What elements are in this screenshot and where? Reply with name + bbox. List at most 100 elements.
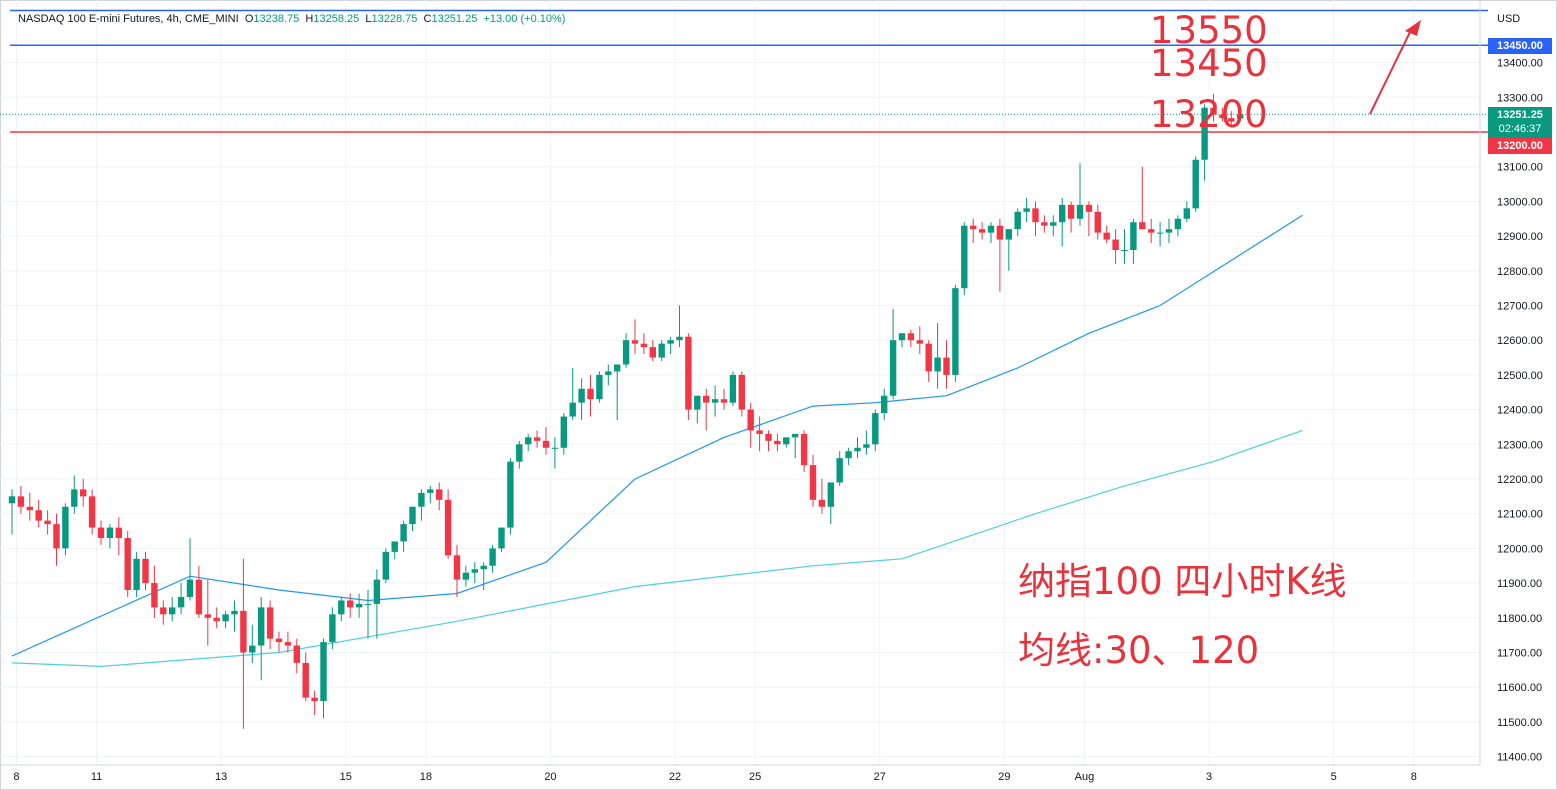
candle-body [160, 607, 167, 615]
candle-body [1041, 222, 1048, 226]
candles [8, 93, 1244, 729]
candle-body [213, 617, 220, 622]
candle-body [106, 527, 114, 538]
candle-body [961, 225, 968, 289]
candle-body [916, 340, 923, 344]
candle-body [827, 482, 834, 507]
candle-body [320, 642, 327, 702]
candle-body [952, 288, 959, 375]
candle-body [578, 388, 585, 403]
time-axis[interactable]: 8 11 13 15 18 20 22 25 27 29 Aug 3 5 8 [13, 771, 1416, 783]
annotation-chart-title: 纳指100 四小时K线 [1018, 560, 1347, 603]
price-tick-label: 12300.00 [1497, 439, 1543, 451]
candle-body [391, 541, 398, 552]
candle-body [667, 340, 674, 344]
candle-body [845, 451, 852, 459]
price-axis[interactable]: 11400.00 11500.00 11600.00 11700.00 11800.00… [1497, 58, 1543, 764]
time-tick-label: 5 [1331, 771, 1337, 783]
time-tick-label: 11 [91, 771, 102, 783]
candle-body [1076, 204, 1084, 219]
price-tick-label: 11400.00 [1497, 752, 1542, 764]
candle-body [1156, 232, 1164, 234]
annotation-13550: 13550 [1150, 9, 1268, 52]
time-tick-label: 22 [669, 771, 681, 783]
candle-body [943, 357, 950, 375]
candle-body [462, 572, 470, 580]
candle-body [516, 444, 523, 462]
candle-body [418, 492, 425, 507]
candle-body [622, 340, 630, 365]
price-tick-label: 11800.00 [1497, 613, 1542, 625]
candle-body [35, 510, 42, 521]
candle-body [605, 371, 612, 375]
candle-body [8, 496, 16, 504]
candle-body [1210, 107, 1217, 115]
candle-body [1103, 232, 1110, 240]
candle-body [338, 600, 345, 615]
candle-body [1228, 118, 1235, 122]
candle-body [266, 607, 274, 639]
candle-body [1121, 249, 1128, 251]
candle-body [240, 610, 247, 653]
candle-body [809, 465, 817, 500]
candle-body [115, 527, 122, 538]
candle-body [436, 489, 443, 500]
currency-unit[interactable]: USD [1497, 13, 1521, 25]
candle-body [293, 645, 300, 663]
candle-body [1067, 204, 1075, 219]
candle-body [854, 447, 861, 452]
annotation-13200: 13200 [1150, 93, 1268, 136]
target-arrow [1369, 20, 1421, 115]
price-tick-label: 11700.00 [1497, 648, 1542, 660]
candle-body [729, 374, 737, 403]
candle-body [347, 600, 354, 608]
candle-body [1183, 208, 1190, 219]
candle-body [1094, 211, 1101, 233]
candle-body [970, 225, 977, 230]
candle-body [453, 555, 461, 580]
candle-body [747, 409, 754, 431]
price-tag-13200: 13200.00 [1488, 138, 1552, 154]
candle-body [925, 343, 932, 372]
candle-body [329, 614, 336, 643]
candle-body [177, 596, 185, 608]
candle-body [258, 607, 265, 646]
candle-body [1085, 204, 1093, 212]
candle-body [311, 697, 318, 702]
price-tick-label: 13400.00 [1497, 58, 1543, 70]
candle-body [62, 506, 69, 549]
candle-body [427, 489, 434, 493]
price-tick-label: 12600.00 [1497, 335, 1543, 347]
candle-body [934, 357, 941, 372]
candle-body [151, 583, 158, 608]
candle-body [17, 496, 25, 507]
current-price-tag: 13251.25 02:46:37 [1488, 107, 1552, 138]
time-tick-label: 3 [1206, 771, 1212, 783]
candle-body [284, 642, 292, 646]
candle-body [863, 444, 870, 448]
candle-body [302, 662, 309, 698]
ohlc-open: O13238.75 [244, 13, 300, 25]
candle-body [169, 607, 176, 615]
price-tick-label: 13300.00 [1497, 92, 1543, 104]
price-tick-label: 12000.00 [1497, 543, 1543, 555]
candle-body [818, 499, 826, 507]
price-tick-label: 12900.00 [1497, 231, 1543, 243]
price-tick-label: 13000.00 [1497, 196, 1543, 208]
candle-body [1174, 218, 1182, 230]
candle-body [889, 340, 897, 396]
candle-body [498, 527, 505, 549]
time-tick-label: 15 [340, 771, 352, 783]
candle-body [80, 489, 87, 497]
current-price-value: 13251.25 [1497, 109, 1543, 121]
price-tick-label: 13100.00 [1497, 162, 1543, 174]
candle-body [1032, 208, 1039, 223]
symbol-description: NASDAQ 100 E-mini Futures, 4h, CME_MINI [18, 13, 239, 25]
candle-body [133, 558, 140, 591]
candle-body [44, 520, 51, 525]
price-tick-label: 11600.00 [1497, 682, 1542, 694]
candle-body [640, 343, 648, 348]
candle-body [720, 399, 728, 403]
price-tag-13450: 13450.00 [1488, 38, 1552, 54]
